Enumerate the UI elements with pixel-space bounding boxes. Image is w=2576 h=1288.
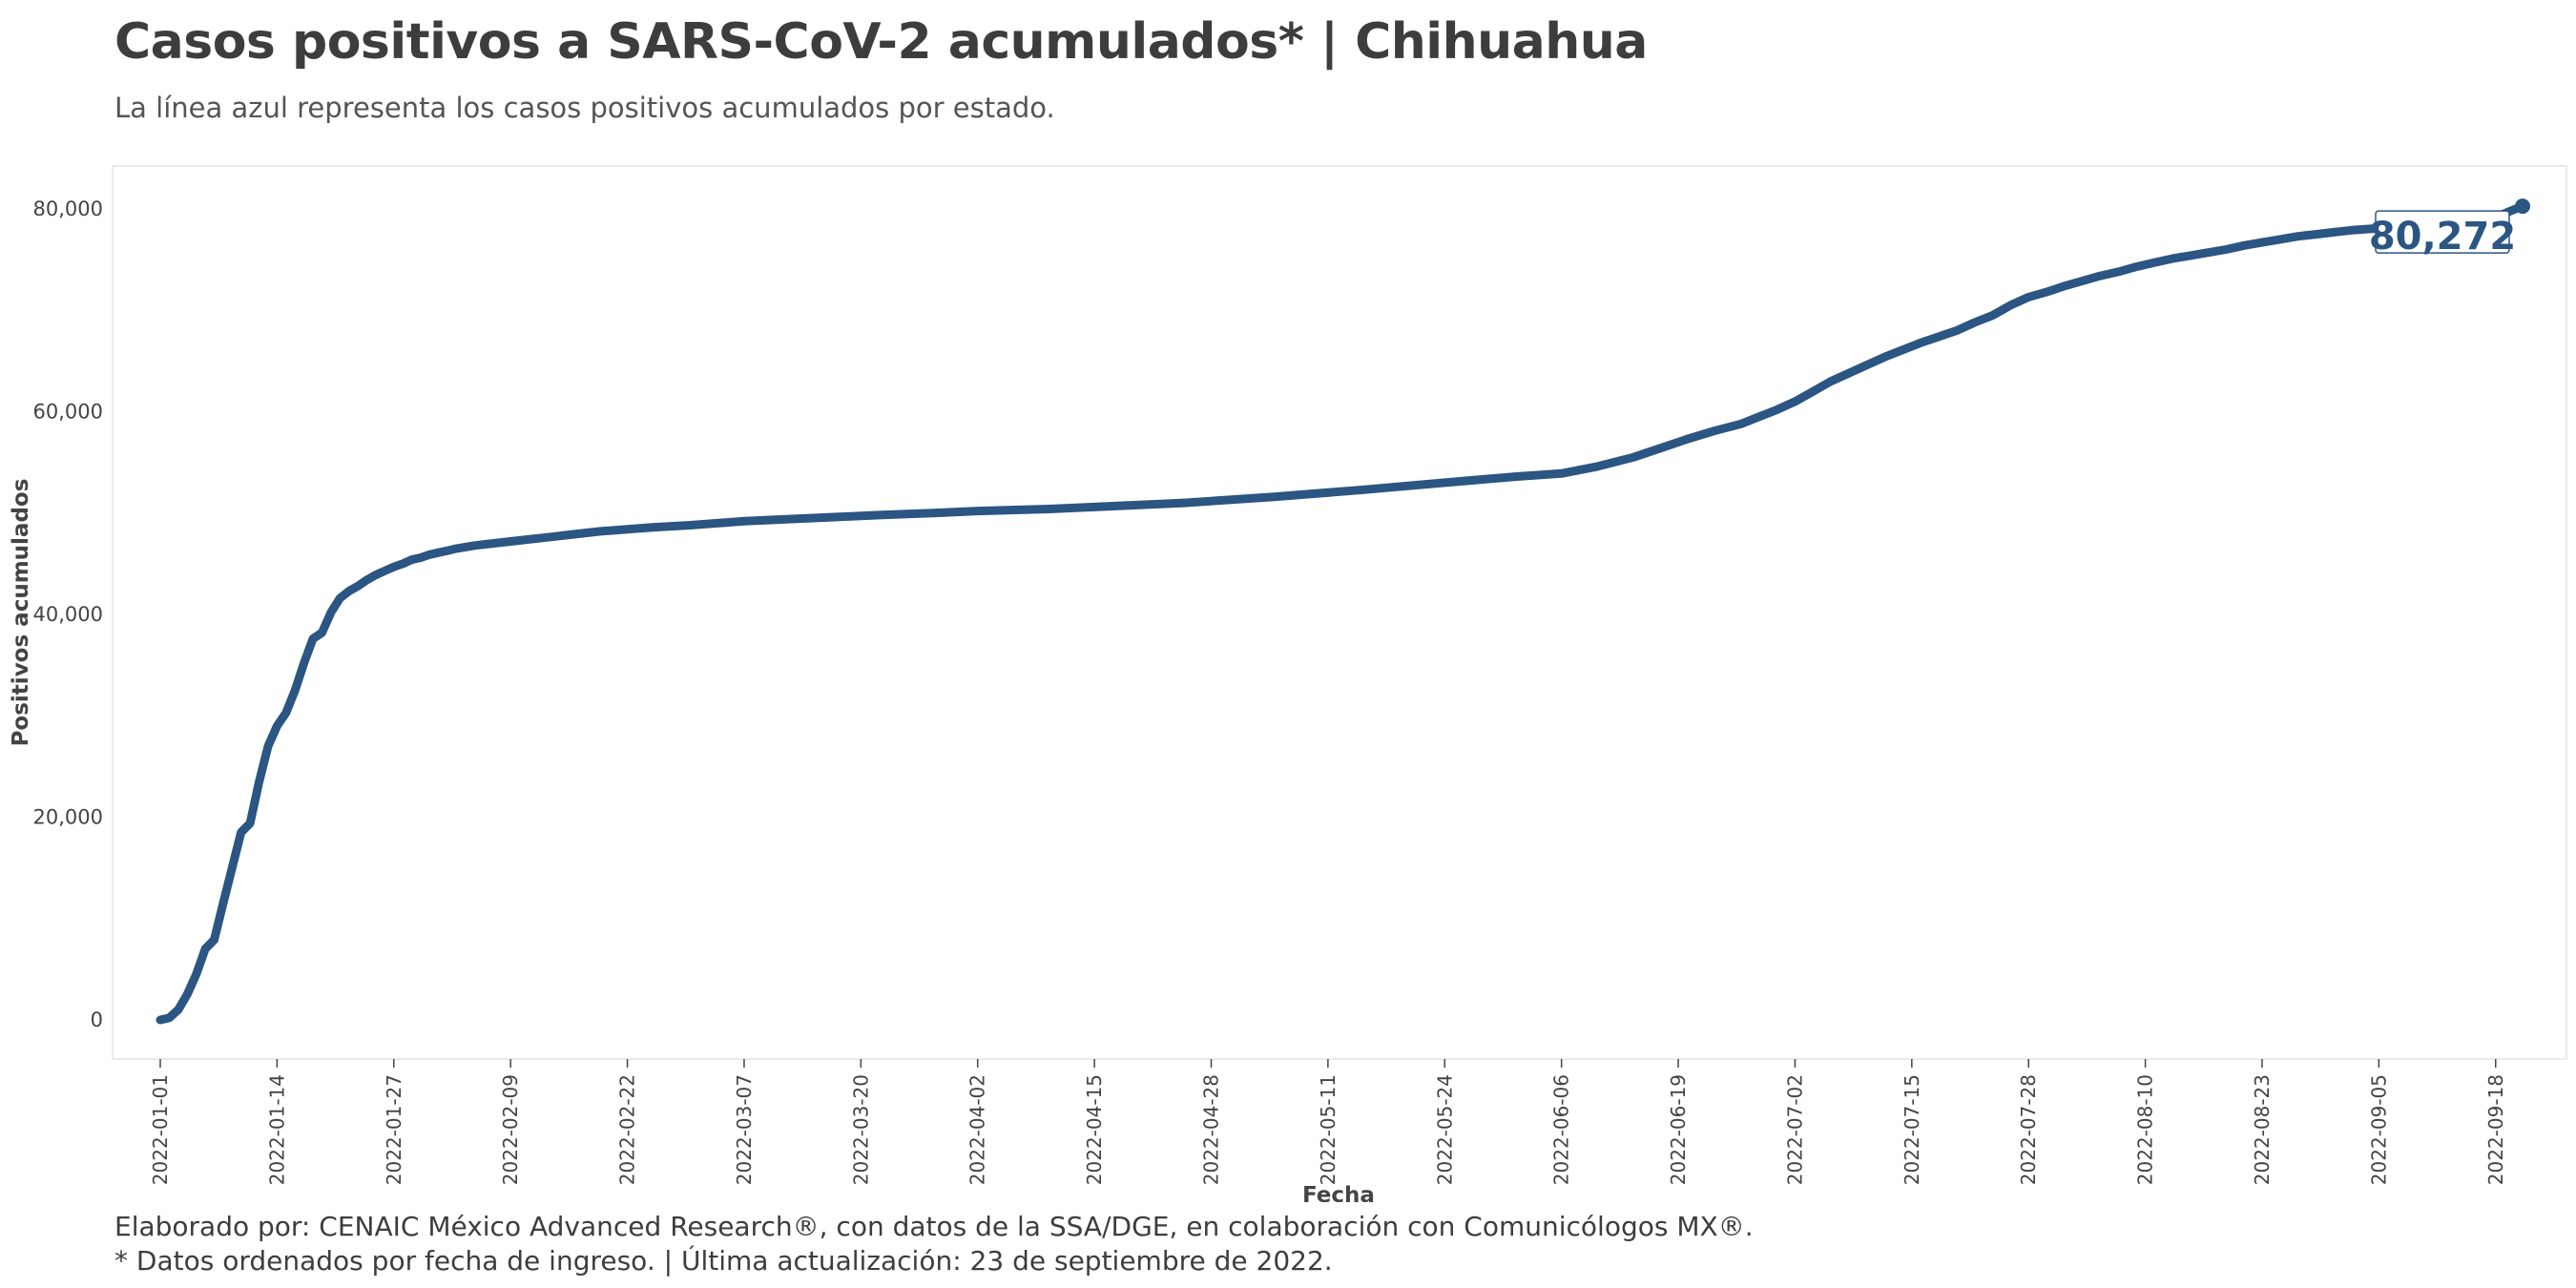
x-tick-label: 2022-03-07 bbox=[733, 1074, 756, 1185]
chart-subtitle: La línea azul representa los casos posit… bbox=[114, 92, 1055, 124]
x-tick-label: 2022-06-19 bbox=[1667, 1074, 1690, 1185]
chart-title: Casos positivos a SARS-CoV-2 acumulados*… bbox=[114, 13, 1648, 71]
x-tick-label: 2022-02-22 bbox=[616, 1074, 639, 1185]
x-tick-label: 2022-07-15 bbox=[1901, 1074, 1923, 1185]
caption-note: * Datos ordenados por fecha de ingreso. … bbox=[114, 1245, 1333, 1277]
caption: Elaborado por: CENAIC México Advanced Re… bbox=[114, 1210, 1754, 1278]
y-tick-label: 40,000 bbox=[33, 603, 103, 626]
x-tick-label: 2022-07-28 bbox=[2017, 1074, 2040, 1185]
x-tick-label: 2022-04-15 bbox=[1083, 1074, 1106, 1185]
x-tick-label: 2022-08-23 bbox=[2251, 1074, 2274, 1185]
series-line bbox=[156, 201, 2527, 1025]
x-tick-label: 2022-02-09 bbox=[499, 1074, 522, 1185]
y-tick-label: 0 bbox=[91, 1008, 103, 1031]
y-tick-label: 20,000 bbox=[33, 806, 103, 829]
y-axis: 0 20,000 40,000 60,000 80,000 bbox=[33, 197, 103, 1031]
x-tick-label: 2022-01-14 bbox=[265, 1074, 288, 1185]
x-tick-label: 2022-04-28 bbox=[1199, 1074, 1222, 1185]
x-axis: 2022-01-01 2022-01-14 2022-01-27 2022-02-09… bbox=[149, 1059, 2507, 1185]
x-tick-label: 2022-08-10 bbox=[2134, 1074, 2157, 1185]
x-tick-label: 2022-01-01 bbox=[149, 1074, 172, 1185]
x-tick-label: 2022-05-24 bbox=[1433, 1074, 1456, 1185]
end-point bbox=[2515, 198, 2530, 215]
x-tick-label: 2022-07-02 bbox=[1783, 1074, 1806, 1185]
end-value-label: 80,272 bbox=[2369, 215, 2516, 259]
plot-panel bbox=[112, 165, 2567, 1060]
x-tick-label: 2022-09-05 bbox=[2367, 1074, 2390, 1185]
x-tick-label: 2022-09-18 bbox=[2484, 1074, 2507, 1185]
x-tick-label: 2022-06-06 bbox=[1550, 1074, 1573, 1185]
x-axis-title: Fecha bbox=[1302, 1183, 1375, 1202]
x-tick-label: 2022-05-11 bbox=[1317, 1074, 1340, 1185]
x-tick-label: 2022-04-02 bbox=[966, 1074, 989, 1185]
x-tick-label: 2022-03-20 bbox=[849, 1074, 872, 1185]
y-axis-title: Positivos acumulados bbox=[9, 479, 33, 747]
end-label-box: 80,272 bbox=[2369, 210, 2516, 259]
caption-credits: Elaborado por: CENAIC México Advanced Re… bbox=[114, 1211, 1754, 1242]
y-tick-label: 60,000 bbox=[33, 401, 103, 424]
y-tick-label: 80,000 bbox=[33, 197, 103, 220]
x-tick-label: 2022-01-27 bbox=[383, 1074, 405, 1185]
